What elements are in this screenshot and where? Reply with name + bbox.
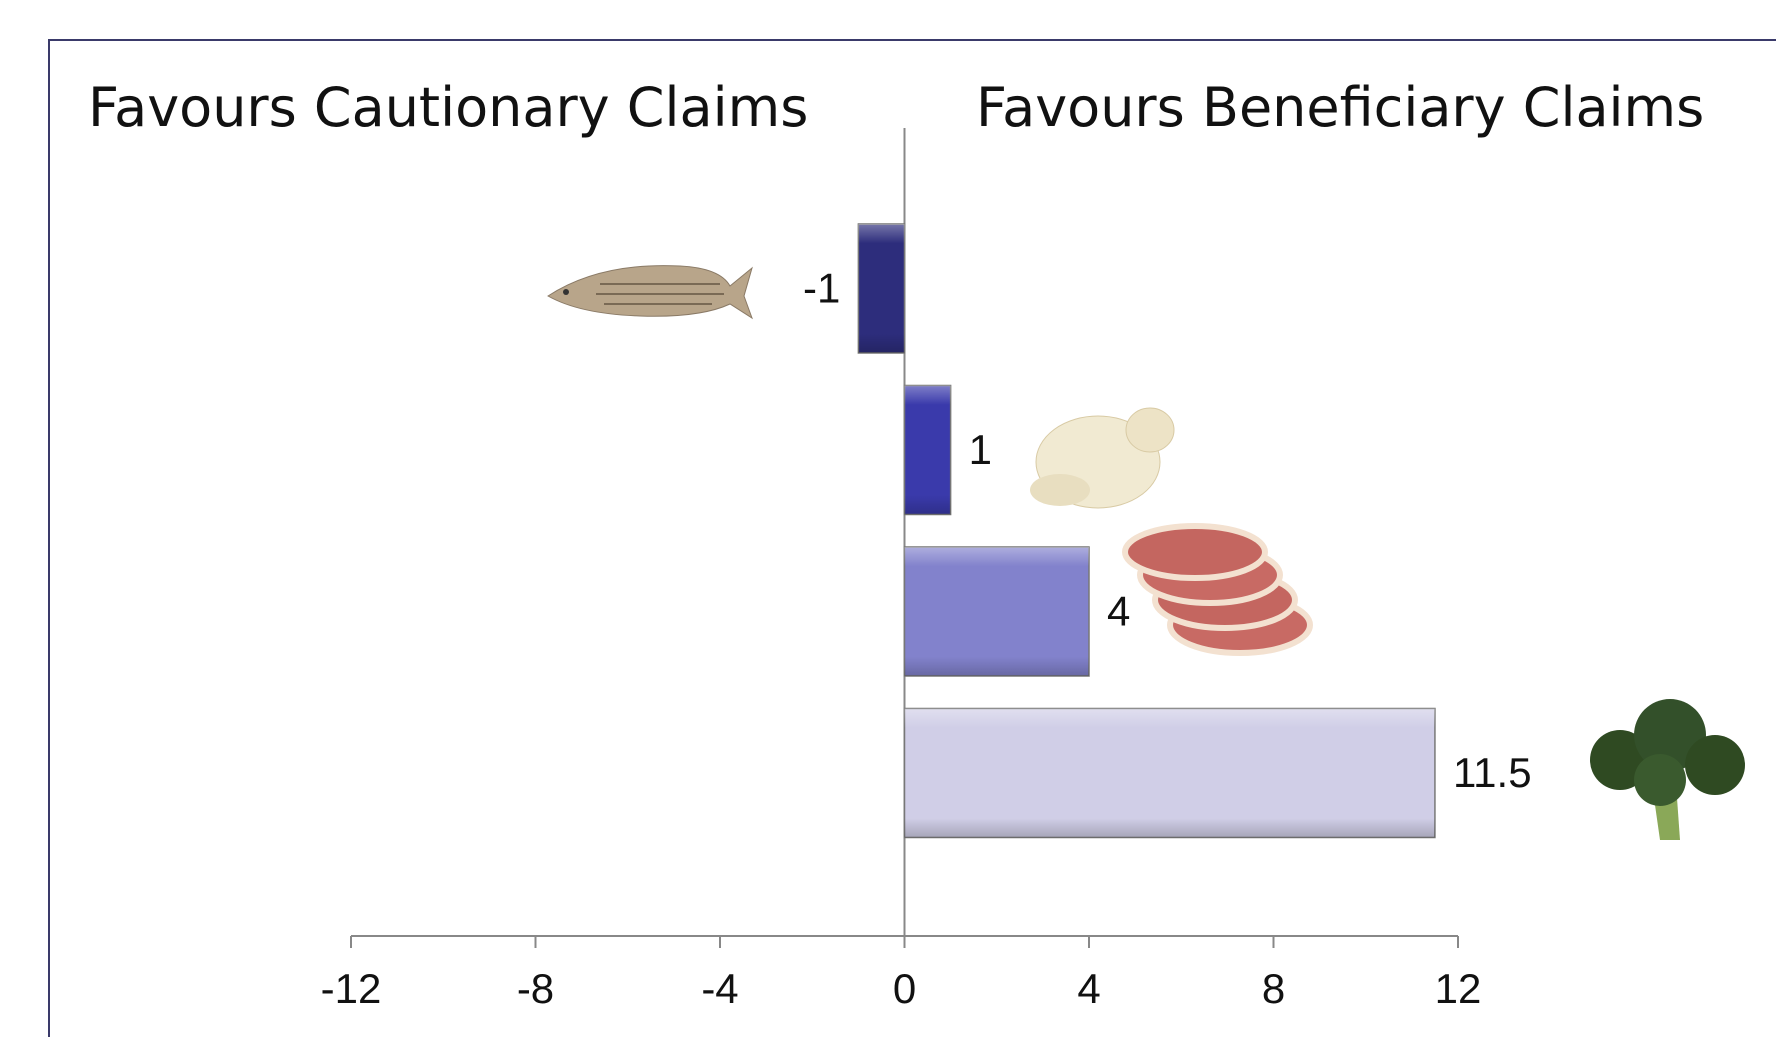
bar-shade [858, 224, 905, 353]
bar-shade [904, 708, 1435, 838]
value-label: -1 [803, 265, 840, 312]
broccoli-icon [1590, 699, 1745, 840]
x-tick-label: -12 [321, 965, 382, 1012]
value-label: 4 [1107, 588, 1130, 635]
pork-icon [1122, 523, 1313, 656]
annotation-left: Favours Cautionary Claims [88, 76, 808, 139]
value-label: 1 [969, 426, 992, 473]
frame [48, 39, 1776, 1037]
x-tick-label: 0 [893, 965, 916, 1012]
value-label: 11.5 [1453, 749, 1532, 796]
x-tick-label: -4 [701, 965, 738, 1012]
x-tick-label: 8 [1262, 965, 1285, 1012]
bar-shade [904, 547, 1089, 676]
chicken-icon [1030, 407, 1175, 509]
x-tick-label: 4 [1077, 965, 1100, 1012]
fish-icon [547, 265, 753, 320]
x-tick-label: -8 [517, 965, 554, 1012]
x-tick-label: 12 [1435, 965, 1482, 1012]
bar-shade [904, 385, 951, 515]
annotation-right: Favours Beneficiary Claims [976, 76, 1704, 139]
